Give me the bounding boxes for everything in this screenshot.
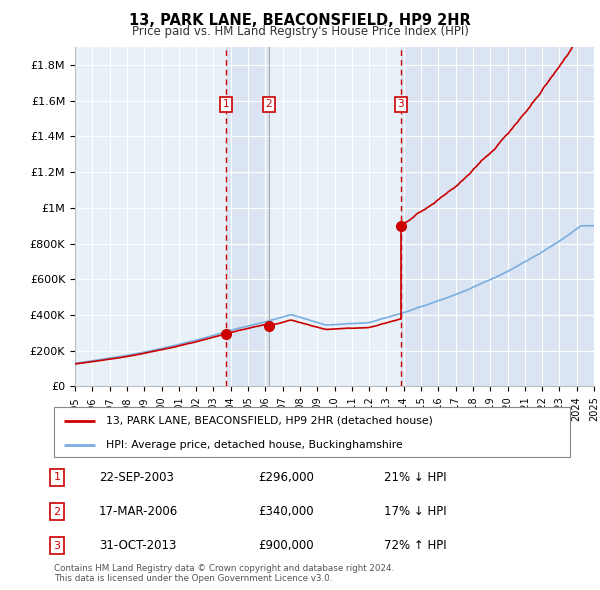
Bar <box>401 47 594 386</box>
HPI: Average price, detached house, Buckinghamshire: (2.02e+03, 9e+05): Average price, detached house, Buckingha… <box>579 222 586 230</box>
Text: 13, PARK LANE, BEACONSFIELD, HP9 2HR: 13, PARK LANE, BEACONSFIELD, HP9 2HR <box>129 13 471 28</box>
Text: 2: 2 <box>53 507 61 516</box>
HPI: Average price, detached house, Buckinghamshire: (2.02e+03, 9e+05): Average price, detached house, Buckingha… <box>590 222 598 230</box>
Text: 31-OCT-2013: 31-OCT-2013 <box>99 539 176 552</box>
HPI: Average price, detached house, Buckinghamshire: (2e+03, 1.86e+05): Average price, detached house, Buckingha… <box>135 350 142 357</box>
Text: 13, PARK LANE, BEACONSFIELD, HP9 2HR (detached house): 13, PARK LANE, BEACONSFIELD, HP9 2HR (de… <box>106 415 433 425</box>
HPI: Average price, detached house, Buckinghamshire: (2e+03, 1.3e+05): Average price, detached house, Buckingha… <box>71 360 79 367</box>
Text: 2: 2 <box>266 99 272 109</box>
FancyBboxPatch shape <box>54 407 570 457</box>
Text: 1: 1 <box>53 473 61 482</box>
Text: Price paid vs. HM Land Registry's House Price Index (HPI): Price paid vs. HM Land Registry's House … <box>131 25 469 38</box>
Text: Contains HM Land Registry data © Crown copyright and database right 2024.
This d: Contains HM Land Registry data © Crown c… <box>54 563 394 583</box>
Line: HPI: Average price, detached house, Buckinghamshire: HPI: Average price, detached house, Buck… <box>75 226 594 363</box>
Bar <box>226 47 269 386</box>
HPI: Average price, detached house, Buckinghamshire: (2.01e+03, 3.49e+05): Average price, detached house, Buckingha… <box>252 320 259 327</box>
Text: £900,000: £900,000 <box>258 539 314 552</box>
HPI: Average price, detached house, Buckinghamshire: (2.01e+03, 3.85e+05): Average price, detached house, Buckingha… <box>298 314 305 322</box>
Text: 17% ↓ HPI: 17% ↓ HPI <box>384 505 446 518</box>
Text: 17-MAR-2006: 17-MAR-2006 <box>99 505 178 518</box>
Text: 21% ↓ HPI: 21% ↓ HPI <box>384 471 446 484</box>
Text: HPI: Average price, detached house, Buckinghamshire: HPI: Average price, detached house, Buck… <box>106 440 403 450</box>
Text: 3: 3 <box>53 541 61 550</box>
Text: 22-SEP-2003: 22-SEP-2003 <box>99 471 174 484</box>
Text: 3: 3 <box>397 99 404 109</box>
Text: £340,000: £340,000 <box>258 505 314 518</box>
Text: 1: 1 <box>223 99 229 109</box>
Text: 72% ↑ HPI: 72% ↑ HPI <box>384 539 446 552</box>
HPI: Average price, detached house, Buckinghamshire: (2e+03, 3.12e+05): Average price, detached house, Buckingha… <box>226 327 233 335</box>
HPI: Average price, detached house, Buckinghamshire: (2e+03, 3.36e+05): Average price, detached house, Buckingha… <box>244 323 251 330</box>
HPI: Average price, detached house, Buckinghamshire: (2.02e+03, 8.36e+05): Average price, detached house, Buckingha… <box>562 234 569 241</box>
Text: £296,000: £296,000 <box>258 471 314 484</box>
